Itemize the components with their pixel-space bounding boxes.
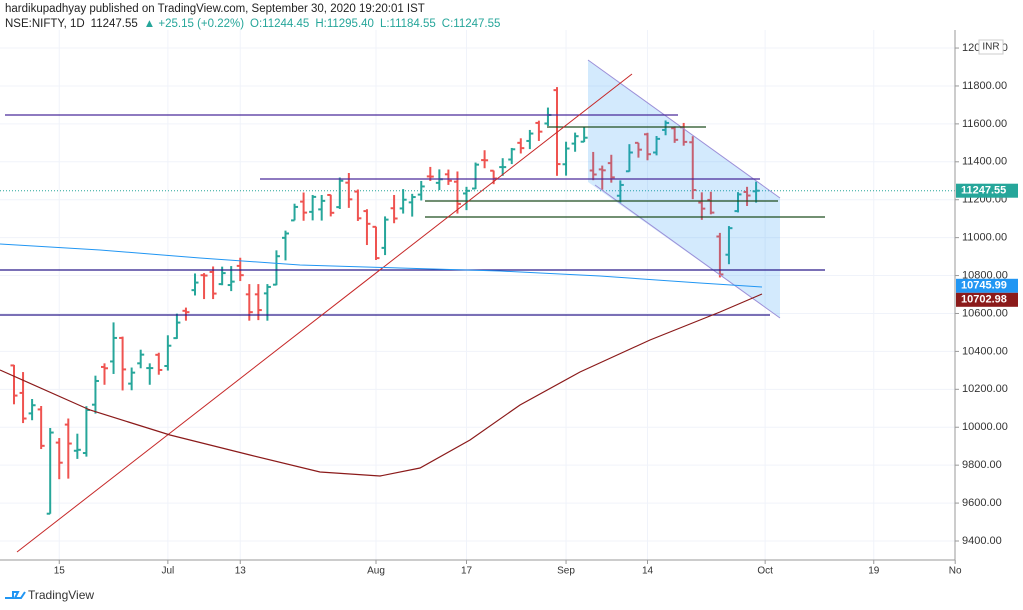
header-item: ▲ +25.15 (+0.22%) xyxy=(144,18,244,30)
header-item: NSE:NIFTY, 1D xyxy=(5,18,85,30)
channel-fill xyxy=(588,60,780,318)
header-item: L:11184.55 xyxy=(380,18,436,30)
trend-line xyxy=(16,73,633,553)
y-tick-label: 10800.00 xyxy=(962,269,1008,281)
header-item: C:11247.55 xyxy=(442,18,501,30)
price-label-bg xyxy=(956,183,1018,198)
header-bg xyxy=(0,18,955,30)
x-tick-label: Sep xyxy=(557,566,575,577)
price-label: 10745.99 xyxy=(961,280,1007,292)
x-tick-label: 13 xyxy=(235,566,247,577)
x-tick-label: No xyxy=(949,566,962,577)
header-item: H:11295.40 xyxy=(315,18,374,30)
x-tick-label: 14 xyxy=(642,566,654,577)
publisher-line: hardikupadhyay published on TradingView.… xyxy=(5,3,425,15)
price-label: 10702.98 xyxy=(961,294,1007,306)
y-tick-label: 9400.00 xyxy=(962,535,1002,547)
price-label-bg xyxy=(956,278,1018,293)
x-tick-label: 17 xyxy=(461,566,473,577)
y-tick-label: 10000.00 xyxy=(962,421,1008,433)
brand: TradingView xyxy=(28,588,94,602)
grid xyxy=(0,30,956,560)
x-tick-label: Aug xyxy=(367,566,385,577)
y-tick-label: 10200.00 xyxy=(962,383,1008,395)
price-label-bg xyxy=(956,292,1018,307)
y-tick-label: 11600.00 xyxy=(962,118,1007,130)
logo xyxy=(5,591,26,599)
currency: INR xyxy=(982,42,999,53)
y-tick-label: 11000.00 xyxy=(962,232,1007,244)
y-tick-label: 11400.00 xyxy=(962,156,1007,168)
price-axis: 9400.00 9600.00 9800.00 10000.00 10200.00 104… xyxy=(0,30,1023,580)
channel-bottom xyxy=(594,184,781,319)
y-tick-label: 10400.00 xyxy=(962,345,1008,357)
x-tick-label: 19 xyxy=(868,566,880,577)
y-tick-label: 11800.00 xyxy=(962,80,1007,92)
moving-average xyxy=(0,243,763,288)
x-tick-label: Oct xyxy=(757,566,773,577)
currency-box xyxy=(978,39,1004,55)
y-tick-label: 9600.00 xyxy=(962,497,1002,509)
price-label: 11247.55 xyxy=(961,185,1006,197)
moving-average xyxy=(0,293,763,477)
header-item: O:11244.45 xyxy=(250,18,309,30)
y-tick-label: 10600.00 xyxy=(962,307,1008,319)
y-tick-label: 9800.00 xyxy=(962,459,1002,471)
drawings xyxy=(0,59,825,553)
header-item: 11247.55 xyxy=(91,18,138,30)
symbol-line: NSE:NIFTY, 1D 11247.55 ▲ +25.15 (+0.22%) O:… xyxy=(5,18,500,30)
x-tick-label: Jul xyxy=(161,566,174,577)
bars xyxy=(10,87,760,515)
x-tick-label: 15 xyxy=(54,566,66,577)
